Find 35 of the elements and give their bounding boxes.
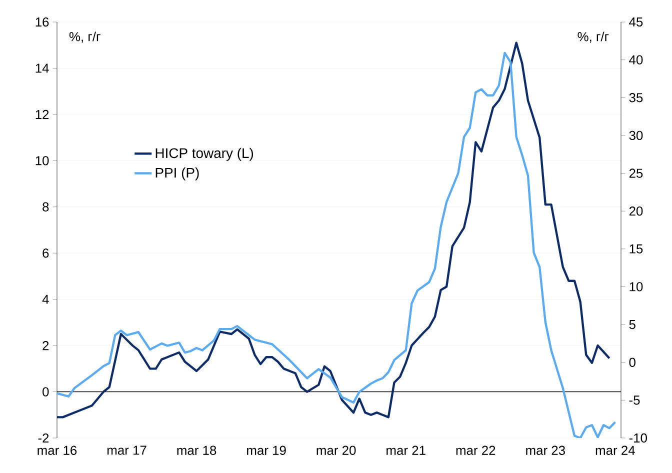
- y2-tick-label: 30: [629, 130, 643, 140]
- y-axis-title: %, г/г: [69, 32, 100, 43]
- x-tick-label: mar 17: [107, 446, 146, 455]
- x-tick-label: mar 23: [526, 446, 565, 455]
- y-tick-label: -2: [38, 433, 49, 443]
- x-tick-label: mar 21: [386, 446, 426, 455]
- y-tick-label: 4: [42, 294, 49, 304]
- x-tick-label: mar 20: [316, 446, 356, 455]
- y-tick-label: 0: [42, 387, 49, 396]
- y2-tick-label: 15: [630, 244, 643, 254]
- legend-label: HICP towary (L): [156, 148, 254, 161]
- y2-tick-label: 25: [629, 168, 643, 178]
- y-tick-label: 8: [42, 202, 49, 212]
- x-tick-label: mar 16: [38, 446, 77, 455]
- y-tick-label: 16: [36, 17, 49, 27]
- y2-tick-label: 40: [629, 55, 643, 64]
- y2-tick-label: 45: [629, 17, 643, 27]
- y2-tick-label: -10: [629, 433, 647, 443]
- legend-label: PPI (P): [156, 167, 199, 180]
- y2-tick-label: 10: [630, 282, 643, 292]
- y-tick-label: 12: [36, 110, 49, 119]
- x-tick-label: mar 18: [177, 446, 216, 455]
- y2-tick-label: 20: [629, 206, 643, 216]
- y2-tick-label: 35: [629, 93, 643, 102]
- x-tick-label: mar 19: [247, 446, 286, 455]
- y-tick-label: 10: [36, 156, 49, 166]
- y2-tick-label: -5: [629, 396, 640, 405]
- y2-tick-label: 5: [629, 320, 636, 330]
- y-tick-label: 6: [42, 248, 49, 258]
- y2-axis-title: %, г/г: [578, 32, 609, 43]
- x-tick-label: mar 22: [456, 446, 496, 455]
- y2-tick-label: 0: [629, 358, 636, 367]
- y-tick-label: 2: [42, 341, 49, 350]
- x-tick-label: mar 24: [596, 446, 635, 455]
- y-tick-label: 14: [36, 64, 49, 73]
